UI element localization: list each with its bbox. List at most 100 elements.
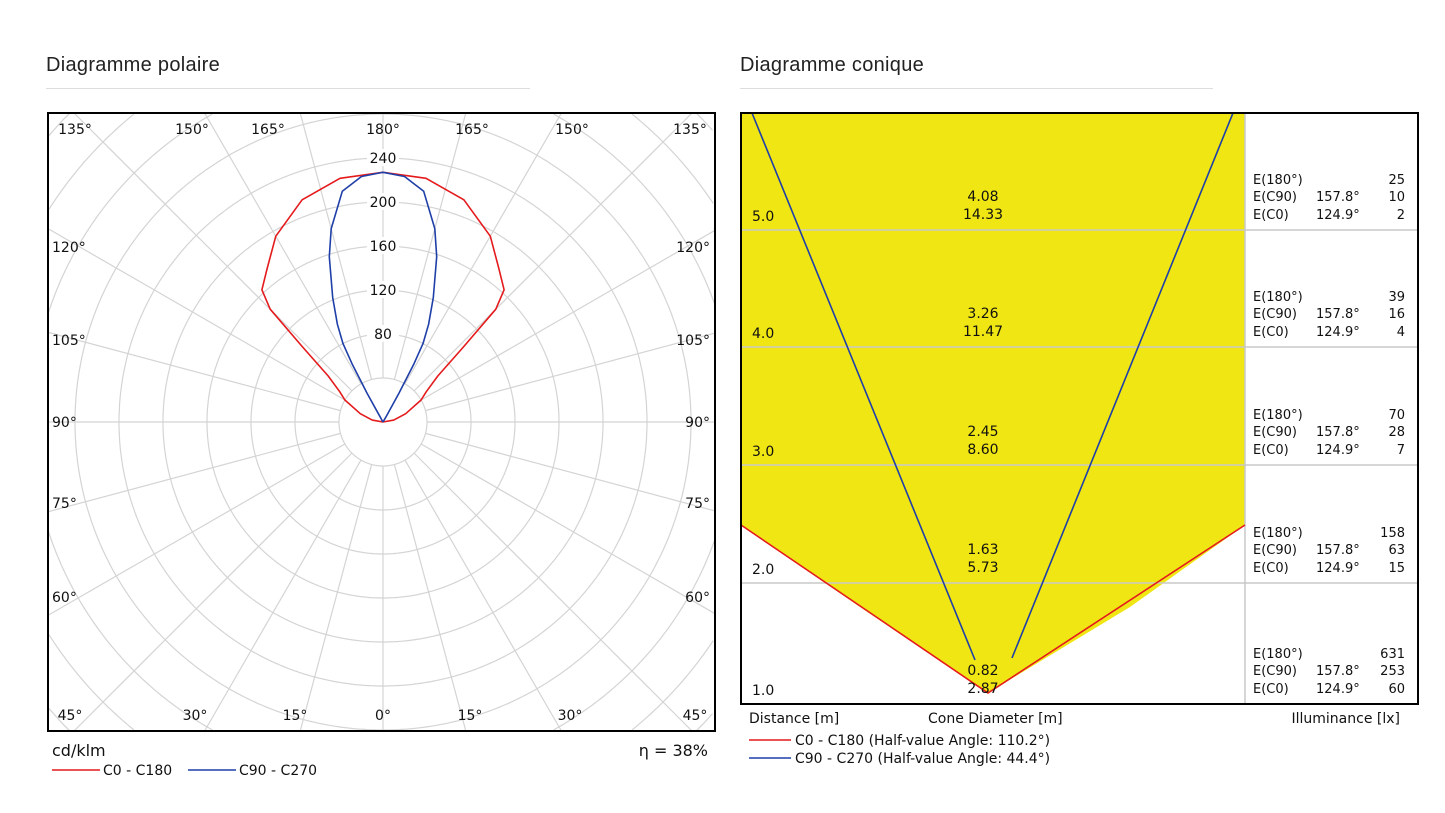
ec0-value: 60 [1388, 682, 1405, 697]
ec90-angle: 157.8° [1316, 307, 1360, 322]
angle-label-left: 105° [52, 333, 86, 349]
cone-heading: Diagramme conique [740, 54, 925, 76]
distance-label: 3.0 [752, 444, 774, 460]
ec90-angle: 157.8° [1316, 543, 1360, 558]
ec0-label: E(C0) [1253, 561, 1289, 576]
radial-tick-label: 120 [370, 283, 397, 299]
angle-label-bottom: 0° [375, 708, 391, 724]
radial-tick-bg [367, 281, 399, 298]
e180-label: E(180°) [1253, 647, 1303, 662]
diameter-c90: 1.63 [967, 542, 998, 558]
polar-spoke [393, 464, 467, 732]
ec0-angle: 124.9° [1316, 208, 1360, 223]
ec90-angle: 157.8° [1316, 190, 1360, 205]
distance-label: 5.0 [752, 209, 774, 225]
distance-label: 2.0 [752, 562, 774, 578]
polar-spoke [73, 452, 353, 732]
angle-label-right: 105° [676, 333, 710, 349]
e180-value: 158 [1380, 526, 1405, 541]
polar-spoke [404, 112, 562, 385]
diameter-c0: 8.60 [967, 442, 998, 458]
diameter-c0: 14.33 [963, 207, 1003, 223]
cone-row: 3.0 2.45 8.60 E(180°) 70 E(C90) 157.8° 28 E(C0) 1… [752, 408, 1405, 460]
polar-ring [48, 113, 135, 210]
ec0-value: 15 [1388, 561, 1405, 576]
cone-row: 5.0 4.08 14.33 E(180°) 25 E(C90) 157.8° 10 E(C0)… [752, 173, 1405, 225]
polar-ring [631, 113, 714, 204]
polar-spoke [204, 459, 362, 732]
radial-tick-label: 240 [370, 151, 397, 167]
polar-ring [696, 713, 713, 731]
ec0-angle: 124.9° [1316, 682, 1360, 697]
e180-value: 631 [1380, 647, 1405, 662]
cone-row: 1.0 0.82 2.87 E(180°) 631 E(C90) 157.8° 253 E(C0… [752, 647, 1405, 699]
cone-row: 2.0 1.63 5.73 E(180°) 158 E(C90) 157.8° 63 E(C0)… [752, 526, 1405, 578]
ec90-value: 16 [1388, 307, 1405, 322]
polar-spoke [73, 112, 353, 392]
radial-tick-label: 80 [374, 327, 392, 343]
e180-value: 70 [1388, 408, 1405, 423]
angle-label-bottom: 45° [58, 708, 83, 724]
polar-spoke [393, 112, 467, 380]
angle-label-left: 90° [52, 415, 77, 431]
polar-series-c90-c270 [328, 171, 438, 423]
ec90-angle: 157.8° [1316, 664, 1360, 679]
angle-label-right: 120° [676, 240, 710, 256]
polar-ring [47, 113, 213, 314]
angle-label-top: 165° [251, 122, 285, 138]
e180-label: E(180°) [1253, 173, 1303, 188]
cone-legend-label: C90 - C270 (Half-value Angle: 44.4°) [795, 751, 1050, 767]
cone-fill [741, 113, 1245, 693]
angle-label-top: 165° [455, 122, 489, 138]
polar-heading-rule [46, 88, 530, 89]
radial-tick-bg [367, 193, 399, 210]
polar-ring [696, 113, 713, 131]
ec0-value: 2 [1397, 208, 1405, 223]
polar-unit-label: cd/klm [52, 741, 106, 760]
ec0-value: 7 [1397, 443, 1405, 458]
radial-tick-bg [367, 237, 399, 254]
ec90-label: E(C90) [1253, 307, 1297, 322]
angle-label-bottom: 15° [458, 708, 483, 724]
polar-spoke [420, 443, 716, 615]
ec0-angle: 124.9° [1316, 443, 1360, 458]
diameter-c0: 11.47 [963, 324, 1003, 340]
diameter-c0: 2.87 [967, 681, 998, 697]
cone-row: 4.0 3.26 11.47 E(180°) 39 E(C90) 157.8° 16 E(C0)… [752, 290, 1405, 342]
ec90-value: 63 [1388, 543, 1405, 558]
ec0-label: E(C0) [1253, 682, 1289, 697]
angle-label-left: 120° [52, 240, 86, 256]
ec90-label: E(C90) [1253, 664, 1297, 679]
polar-spoke [299, 464, 373, 732]
cone-edge-c90-left [751, 112, 976, 661]
polar-ring [47, 530, 213, 731]
diameter-c90: 3.26 [967, 306, 998, 322]
radial-tick-label: 200 [370, 195, 397, 211]
angle-label-right: 60° [685, 590, 710, 606]
polar-spoke [299, 112, 373, 380]
diameter-c90: 0.82 [967, 663, 998, 679]
ec90-value: 10 [1388, 190, 1405, 205]
ec0-value: 4 [1397, 325, 1405, 340]
angle-label-right: 90° [685, 415, 710, 431]
ec90-value: 253 [1380, 664, 1405, 679]
cone-heading-rule [740, 88, 1213, 89]
diameter-c90: 2.45 [967, 424, 998, 440]
angle-label-top: 150° [175, 122, 209, 138]
illuminance-label: Illuminance [lx] [1292, 711, 1401, 727]
polar-ring [553, 539, 716, 731]
angle-label-top: 135° [58, 122, 92, 138]
radial-tick-bg [367, 149, 399, 166]
polar-ring [48, 634, 135, 731]
polar-spoke [413, 452, 693, 732]
polar-spoke [204, 112, 362, 385]
polar-plot: 80 120 160 200 240 [47, 112, 716, 732]
diameter-c0: 5.73 [967, 560, 998, 576]
polar-spoke [425, 432, 716, 512]
e180-value: 25 [1388, 173, 1405, 188]
cone-frame [740, 112, 1419, 705]
e180-label: E(180°) [1253, 526, 1303, 541]
ec90-label: E(C90) [1253, 543, 1297, 558]
ec90-label: E(C90) [1253, 190, 1297, 205]
